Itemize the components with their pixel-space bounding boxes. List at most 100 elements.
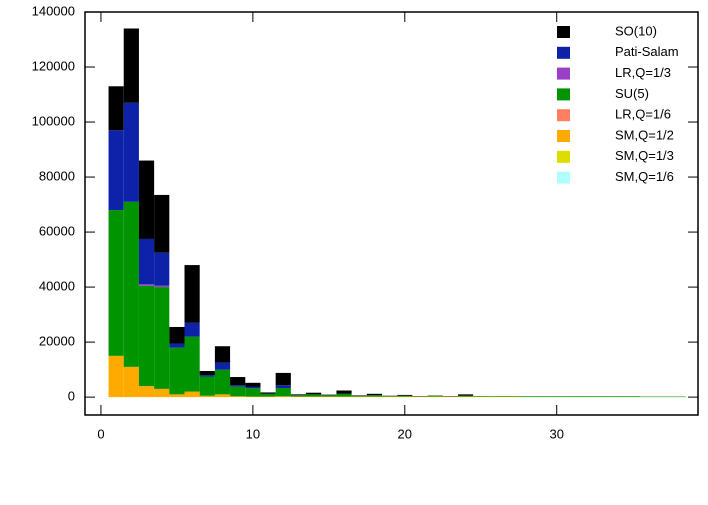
bar bbox=[185, 392, 200, 398]
bar bbox=[671, 397, 686, 398]
bar bbox=[185, 265, 200, 323]
bar bbox=[230, 387, 245, 397]
bar bbox=[154, 286, 169, 287]
x-tick-label: 10 bbox=[246, 426, 260, 441]
bar bbox=[230, 385, 245, 386]
bar bbox=[260, 392, 275, 393]
bar bbox=[276, 396, 291, 397]
bar bbox=[139, 284, 154, 285]
bar bbox=[443, 397, 458, 398]
bar bbox=[230, 396, 245, 397]
bar bbox=[154, 389, 169, 397]
bar bbox=[519, 396, 534, 397]
bar bbox=[534, 396, 549, 397]
legend-label: LR,Q=1/3 bbox=[615, 65, 671, 80]
bar bbox=[169, 348, 184, 395]
bar bbox=[200, 396, 215, 397]
bar bbox=[352, 395, 367, 396]
bar bbox=[245, 388, 260, 396]
bar bbox=[260, 394, 275, 397]
y-tick-label: 20000 bbox=[39, 334, 75, 349]
legend-swatch bbox=[557, 68, 570, 80]
bar bbox=[321, 395, 336, 396]
bar bbox=[260, 397, 275, 398]
bar bbox=[397, 395, 412, 396]
bar bbox=[367, 397, 382, 398]
bar bbox=[245, 397, 260, 398]
bar bbox=[124, 29, 139, 103]
bar bbox=[473, 397, 488, 398]
bar bbox=[200, 371, 215, 375]
bar bbox=[655, 397, 670, 398]
bar bbox=[291, 394, 306, 395]
bar bbox=[109, 210, 124, 356]
bar bbox=[321, 397, 336, 398]
bar bbox=[154, 253, 169, 286]
bar bbox=[276, 388, 291, 396]
bar bbox=[169, 343, 184, 347]
bar bbox=[564, 396, 579, 397]
bar bbox=[458, 396, 473, 397]
x-tick-label: 30 bbox=[549, 426, 563, 441]
bar bbox=[139, 386, 154, 397]
bar bbox=[109, 86, 124, 130]
bar bbox=[215, 363, 230, 370]
bar bbox=[488, 397, 503, 398]
bar bbox=[321, 395, 336, 396]
bar bbox=[504, 396, 519, 397]
bar bbox=[291, 397, 306, 398]
bar bbox=[169, 394, 184, 397]
bar bbox=[428, 396, 443, 397]
bar bbox=[185, 323, 200, 337]
bar bbox=[230, 377, 245, 385]
bar bbox=[139, 239, 154, 284]
legend-swatch bbox=[557, 130, 570, 142]
bar bbox=[215, 370, 230, 395]
bar bbox=[382, 396, 397, 397]
legend-label: Pati-Salam bbox=[615, 44, 679, 59]
bar bbox=[245, 387, 260, 388]
bar bbox=[215, 346, 230, 363]
bar bbox=[200, 376, 215, 395]
bar bbox=[185, 337, 200, 392]
y-tick-label: 0 bbox=[68, 389, 75, 404]
bar bbox=[336, 391, 351, 394]
legend-label: SO(10) bbox=[615, 23, 657, 38]
y-tick-label: 80000 bbox=[39, 168, 75, 183]
bar bbox=[382, 397, 397, 398]
x-tick-label: 0 bbox=[97, 426, 104, 441]
legend-label: SM,Q=1/6 bbox=[615, 169, 674, 184]
bar bbox=[458, 394, 473, 395]
bar bbox=[109, 356, 124, 397]
y-tick-label: 140000 bbox=[32, 3, 75, 18]
bar bbox=[336, 397, 351, 398]
legend-label: LR,Q=1/6 bbox=[615, 107, 671, 122]
bar bbox=[367, 394, 382, 395]
bar bbox=[580, 396, 595, 397]
bar bbox=[291, 395, 306, 396]
bar bbox=[458, 397, 473, 398]
bar bbox=[169, 327, 184, 344]
bar bbox=[124, 202, 139, 367]
bar bbox=[109, 130, 124, 210]
bar bbox=[124, 103, 139, 202]
bar bbox=[352, 396, 367, 397]
legend-swatch bbox=[557, 47, 570, 59]
bar bbox=[200, 375, 215, 376]
bar bbox=[306, 393, 321, 395]
bar bbox=[139, 161, 154, 239]
bar bbox=[504, 397, 519, 398]
bar bbox=[397, 397, 412, 398]
bar bbox=[276, 373, 291, 385]
legend-swatch bbox=[557, 151, 570, 163]
legend-swatch bbox=[557, 88, 570, 100]
bar bbox=[336, 394, 351, 397]
bar bbox=[124, 367, 139, 397]
bar bbox=[595, 396, 610, 397]
bar bbox=[412, 397, 427, 398]
bar bbox=[397, 396, 412, 397]
bar bbox=[139, 286, 154, 386]
legend-label: SM,Q=1/2 bbox=[615, 127, 674, 142]
bar bbox=[245, 383, 260, 387]
